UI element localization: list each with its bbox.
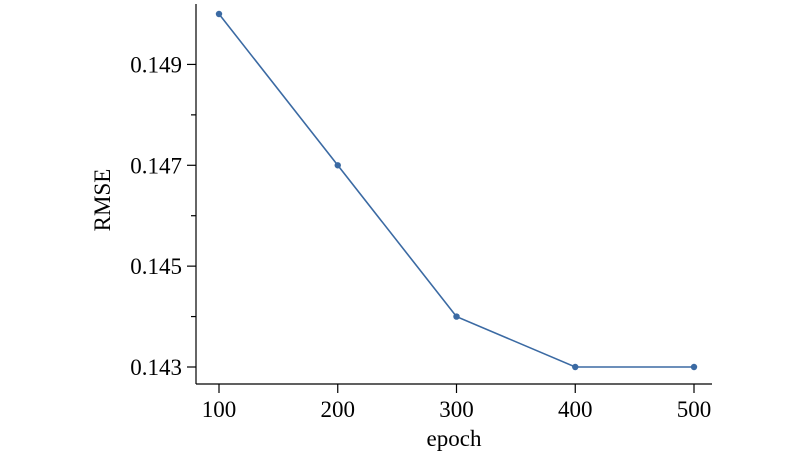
- x-tick-label: 400: [558, 397, 593, 422]
- y-tick-label: 0.143: [130, 355, 182, 380]
- data-point: [215, 10, 223, 18]
- data-point: [572, 363, 579, 371]
- x-axis-title: epoch: [427, 426, 482, 451]
- axes: [195, 4, 712, 385]
- y-axis-title: RMSE: [90, 169, 115, 232]
- data-point: [690, 363, 698, 371]
- data-point: [453, 313, 460, 320]
- data-point: [334, 162, 341, 169]
- y-tick-label: 0.145: [130, 254, 182, 279]
- y-tick-label: 0.147: [130, 153, 182, 178]
- series: [215, 10, 698, 371]
- y-tick-label: 0.149: [130, 52, 182, 77]
- x-tick-label: 500: [677, 397, 712, 422]
- ticks: 100 200 300 400 500 0.143 0.145 0.147 0.149: [130, 52, 711, 422]
- x-tick-label: 200: [321, 397, 356, 422]
- x-tick-label: 100: [202, 397, 237, 422]
- x-tick-label: 300: [439, 397, 474, 422]
